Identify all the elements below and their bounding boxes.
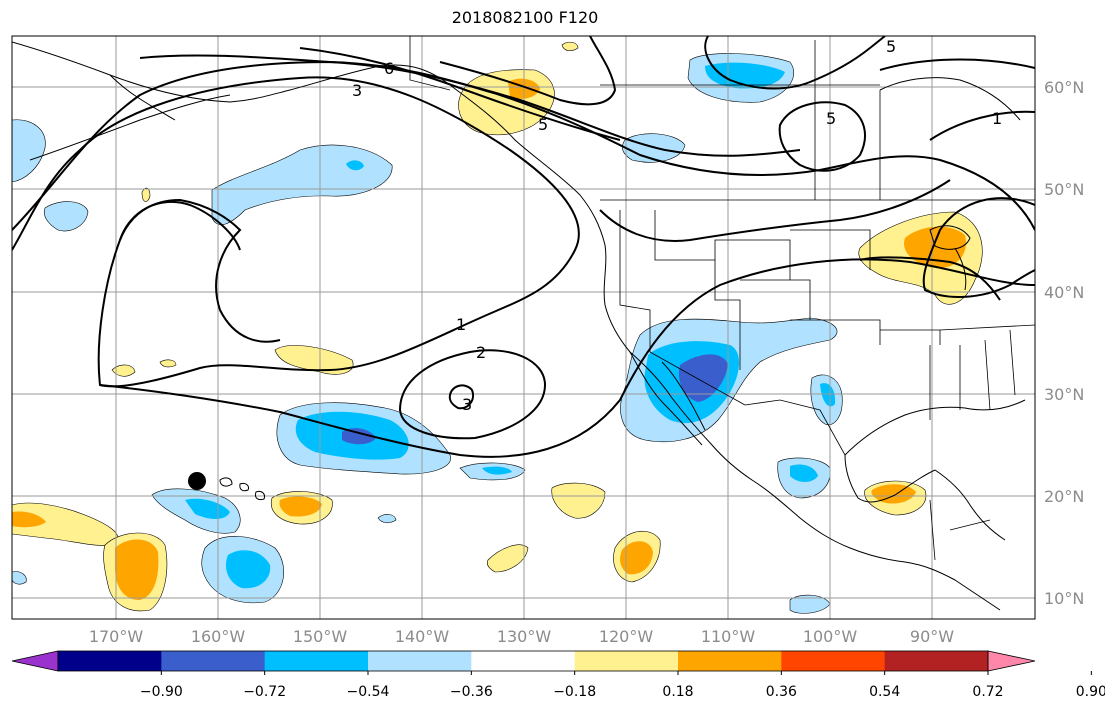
colorbar-tick-label: −0.90 xyxy=(140,684,183,700)
colorbar-segment xyxy=(781,651,886,671)
colorbar-tick-label: −0.54 xyxy=(347,684,390,700)
location-marker xyxy=(188,472,206,490)
lon-label: 110°W xyxy=(701,627,756,646)
colorbar-tick-label: 0.36 xyxy=(766,684,797,700)
colorbar-segment xyxy=(678,651,782,671)
colorbar-tick-label: 0.90 xyxy=(1076,684,1105,700)
colorbar xyxy=(11,650,1036,672)
colorbar-labels: −0.90 −0.72 −0.54 −0.36 −0.18 0.18 0.36 0.54 0.7… xyxy=(140,671,1105,700)
borders xyxy=(409,36,1035,561)
map-frame xyxy=(11,35,1036,620)
contour-label-3b: 3 xyxy=(352,81,362,100)
map-title: 2018082100 F120 xyxy=(451,8,599,27)
colorbar-extend-low xyxy=(11,650,59,672)
colorbar-tick-label: −0.18 xyxy=(553,684,596,700)
lon-label: 140°W xyxy=(395,627,450,646)
lat-label: 50°N xyxy=(1044,180,1084,199)
lon-label: 160°W xyxy=(191,627,246,646)
contour-label-5b: 5 xyxy=(826,109,836,128)
colorbar-segment xyxy=(884,651,989,671)
colorbar-tick-label: −0.72 xyxy=(243,684,286,700)
colorbar-tick-label: −0.36 xyxy=(450,684,493,700)
lon-label: 150°W xyxy=(293,627,348,646)
colorbar-segment xyxy=(368,651,472,671)
lon-label: 170°W xyxy=(89,627,144,646)
colorbar-segment xyxy=(161,651,266,671)
lat-label: 10°N xyxy=(1044,589,1084,608)
lon-label: 90°W xyxy=(910,627,954,646)
lon-label: 130°W xyxy=(497,627,552,646)
lat-label: 30°N xyxy=(1044,385,1084,404)
colorbar-tick-label: 0.18 xyxy=(662,684,693,700)
contour-label-1a: 1 xyxy=(456,315,466,334)
graticule xyxy=(12,36,1035,619)
colorbar-outline xyxy=(57,650,989,672)
colorbar-segment xyxy=(574,651,679,671)
contour-label-2: 2 xyxy=(476,343,486,362)
lon-label: 100°W xyxy=(803,627,858,646)
contour-label-3a: 3 xyxy=(462,395,472,414)
contour-label-1b: 1 xyxy=(992,109,1002,128)
colorbar-tick-label: 0.54 xyxy=(869,684,900,700)
colorbar-segment xyxy=(264,651,369,671)
lat-label: 20°N xyxy=(1044,487,1084,506)
lat-label: 40°N xyxy=(1044,283,1084,302)
lon-label: 120°W xyxy=(599,627,654,646)
lat-label: 60°N xyxy=(1044,78,1084,97)
latitude-labels: 60°N 50°N 40°N 30°N 20°N 10°N xyxy=(1044,78,1084,608)
contour-label-5a: 5 xyxy=(538,115,548,134)
contour-labels: 6 5 5 5 1 1 2 3 3 xyxy=(352,37,1002,414)
contour-label-5c: 5 xyxy=(886,37,896,56)
longitude-labels: 170°W 160°W 150°W 140°W 130°W 120°W 110°… xyxy=(89,627,954,646)
contours xyxy=(12,36,1035,458)
colorbar-segment xyxy=(58,651,162,671)
colorbar-extend-high xyxy=(987,650,1036,672)
colorbar-segment xyxy=(471,651,576,671)
colorbar-tick-label: 0.72 xyxy=(972,684,1003,700)
contour-label-6: 6 xyxy=(384,59,394,78)
